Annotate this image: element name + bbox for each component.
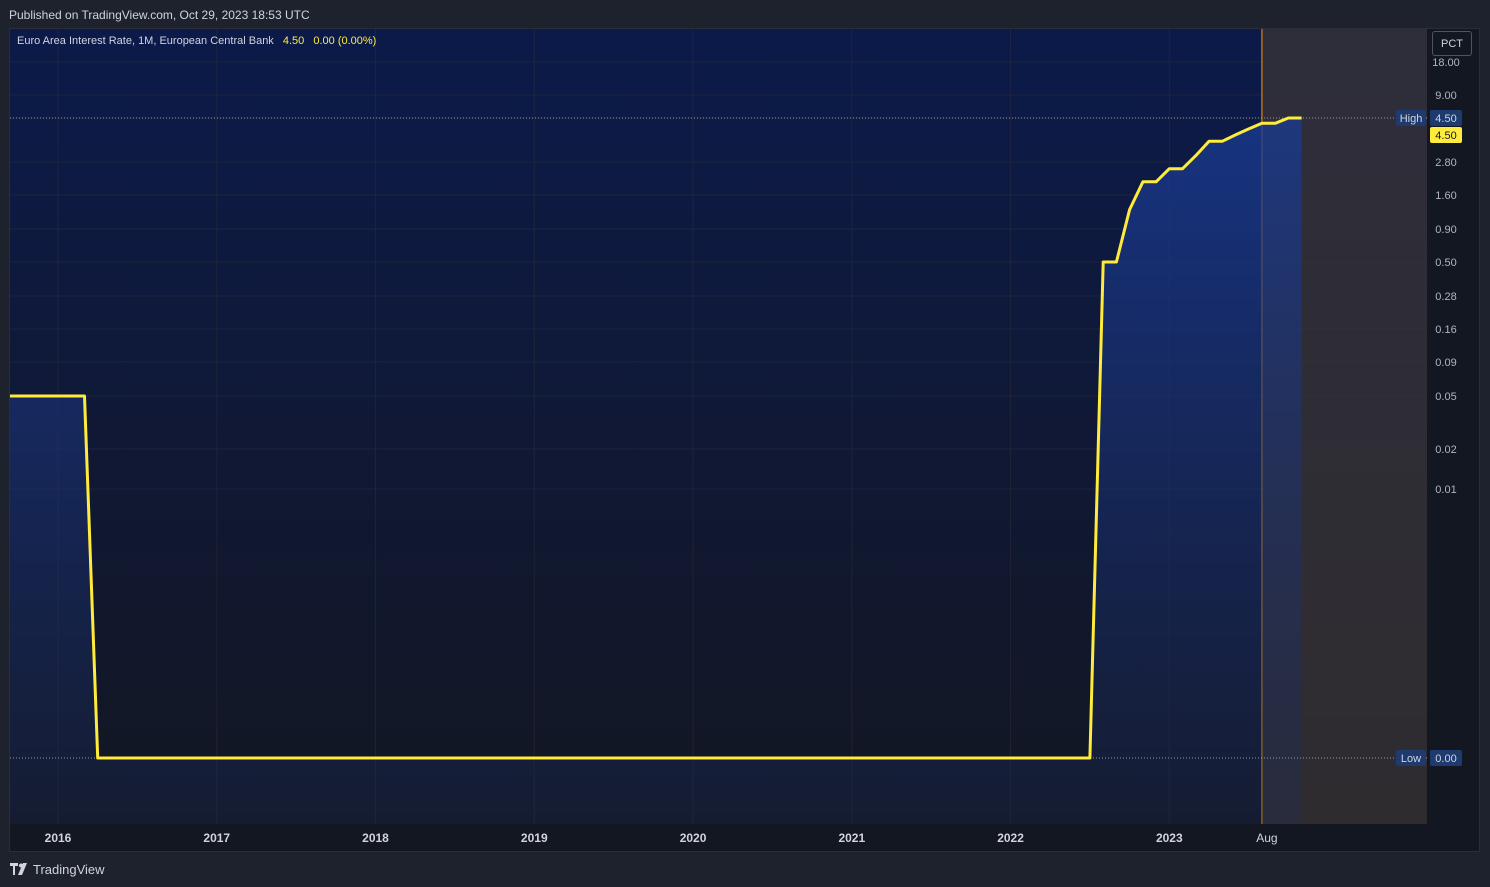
x-tick-label: 2023 bbox=[1156, 831, 1183, 845]
y-tick-label: 0.16 bbox=[1435, 324, 1456, 336]
legend-last-value: 4.50 bbox=[282, 35, 305, 47]
x-axis[interactable]: 2016 2017 2018 2019 2020 2021 2022 2023 Aug bbox=[45, 831, 1278, 845]
x-tick-label: Aug bbox=[1256, 831, 1277, 845]
footer: TradingView bbox=[0, 856, 1490, 887]
tradingview-logo-icon[interactable] bbox=[10, 863, 30, 880]
x-tick-label: 2017 bbox=[203, 831, 230, 845]
y-tick-label: 2.80 bbox=[1435, 157, 1456, 169]
x-tick-label: 2021 bbox=[838, 831, 865, 845]
low-label: Low bbox=[1401, 753, 1421, 765]
y-tick-label: 0.90 bbox=[1435, 224, 1456, 236]
x-tick-label: 2018 bbox=[362, 831, 389, 845]
y-tick-label: 0.09 bbox=[1435, 357, 1456, 369]
legend-title: Euro Area Interest Rate, 1M, European Ce… bbox=[17, 35, 274, 47]
x-tick-label: 2016 bbox=[45, 831, 72, 845]
pct-scale-button[interactable]: PCT bbox=[1432, 31, 1472, 56]
current-value-badge-bg bbox=[1430, 127, 1462, 143]
series-layer bbox=[10, 116, 1302, 760]
y-tick-label: 0.01 bbox=[1435, 484, 1456, 496]
high-value-badge-bg bbox=[1430, 110, 1462, 126]
y-tick-label: 1.60 bbox=[1435, 190, 1456, 202]
current-value-badge: 4.50 bbox=[1435, 130, 1456, 142]
x-tick-label: 2022 bbox=[997, 831, 1024, 845]
published-text: Published on TradingView.com, Oct 29, 20… bbox=[9, 8, 310, 22]
high-value-badge: 4.50 bbox=[1435, 113, 1456, 125]
x-tick-label: 2019 bbox=[521, 831, 548, 845]
high-label-bg bbox=[1396, 110, 1426, 126]
price-badges: High 4.50 4.50 Low 0.00 bbox=[1396, 110, 1462, 766]
published-header: Published on TradingView.com, Oct 29, 20… bbox=[0, 0, 1490, 28]
y-tick-label: 9.00 bbox=[1435, 90, 1456, 102]
low-value-badge-bg bbox=[1430, 750, 1462, 766]
low-value-badge: 0.00 bbox=[1435, 753, 1456, 765]
area-layer bbox=[10, 118, 1302, 824]
y-axis[interactable]: 18.00 9.00 2.80 1.60 0.90 0.50 0.28 0.16 0.09 0.0… bbox=[1432, 57, 1460, 496]
y-tick-label: 18.00 bbox=[1432, 57, 1460, 69]
y-tick-label: 0.50 bbox=[1435, 257, 1456, 269]
y-tick-label: 0.28 bbox=[1435, 291, 1456, 303]
footer-brand[interactable]: TradingView bbox=[33, 862, 105, 877]
y-tick-label: 0.05 bbox=[1435, 391, 1456, 403]
series-line bbox=[10, 116, 1302, 760]
y-tick-label: 0.02 bbox=[1435, 444, 1456, 456]
high-label: High bbox=[1400, 113, 1423, 125]
legend-change: 0.00 (0.00%) bbox=[313, 35, 377, 47]
series-area bbox=[10, 118, 1302, 824]
x-tick-label: 2020 bbox=[680, 831, 707, 845]
chart-legend[interactable]: Euro Area Interest Rate, 1M, European Ce… bbox=[17, 35, 376, 47]
low-label-bg bbox=[1396, 750, 1426, 766]
